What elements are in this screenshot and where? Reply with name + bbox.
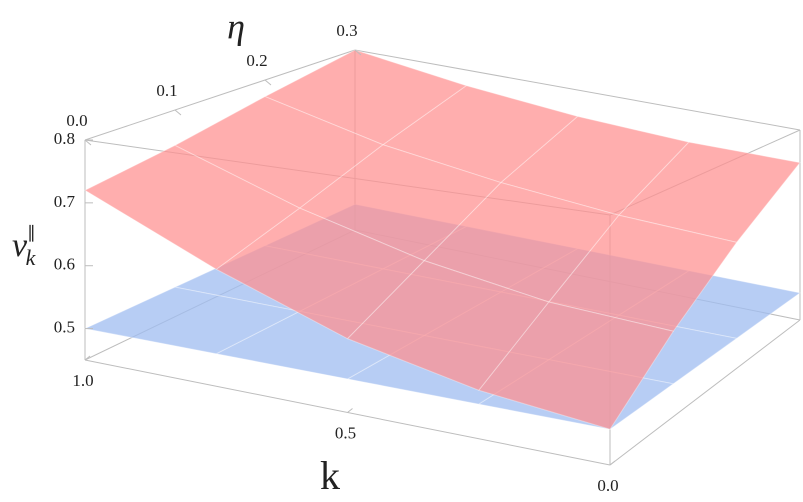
surface-patch xyxy=(83,286,302,355)
z-tick-label: 0.6 xyxy=(54,255,75,274)
z-tick-label: 0.5 xyxy=(54,317,75,336)
z-label-sup: ∥ xyxy=(27,223,36,242)
k-tick-label: 0.5 xyxy=(335,423,356,442)
z-label-main: ν xyxy=(12,227,28,264)
eta-tick xyxy=(84,139,92,146)
surface-patch xyxy=(173,96,384,209)
box-edge xyxy=(609,319,801,466)
k-tick xyxy=(84,355,91,361)
box-edge xyxy=(84,49,356,141)
k-tick xyxy=(347,408,353,413)
labels: 0.50.60.70.80.00.51.00.00.10.20.3 xyxy=(54,21,619,495)
surface xyxy=(83,49,801,430)
k-tick xyxy=(609,460,616,466)
z-tick-label: 0.7 xyxy=(54,192,76,211)
z-axis-label: ν∥ k xyxy=(12,223,37,270)
eta-tick xyxy=(174,109,182,116)
z-tick-label: 0.8 xyxy=(54,129,75,148)
k-axis-label: k xyxy=(320,453,340,498)
surfaces xyxy=(83,49,802,430)
z-label-sub: k xyxy=(26,245,37,270)
eta-axis-label: η xyxy=(227,6,245,46)
k-tick-label: 1.0 xyxy=(72,371,93,390)
eta-tick xyxy=(354,49,362,56)
k-tick-label: 0.0 xyxy=(597,476,618,495)
eta-tick xyxy=(264,79,272,86)
box-edge xyxy=(354,49,801,131)
eta-tick-label: 0.3 xyxy=(336,21,357,40)
surface-patch xyxy=(83,144,301,270)
eta-tick-label: 0.1 xyxy=(156,81,177,100)
eta-tick-label: 0.2 xyxy=(246,51,267,70)
eta-tick-label: 0.0 xyxy=(66,111,87,130)
